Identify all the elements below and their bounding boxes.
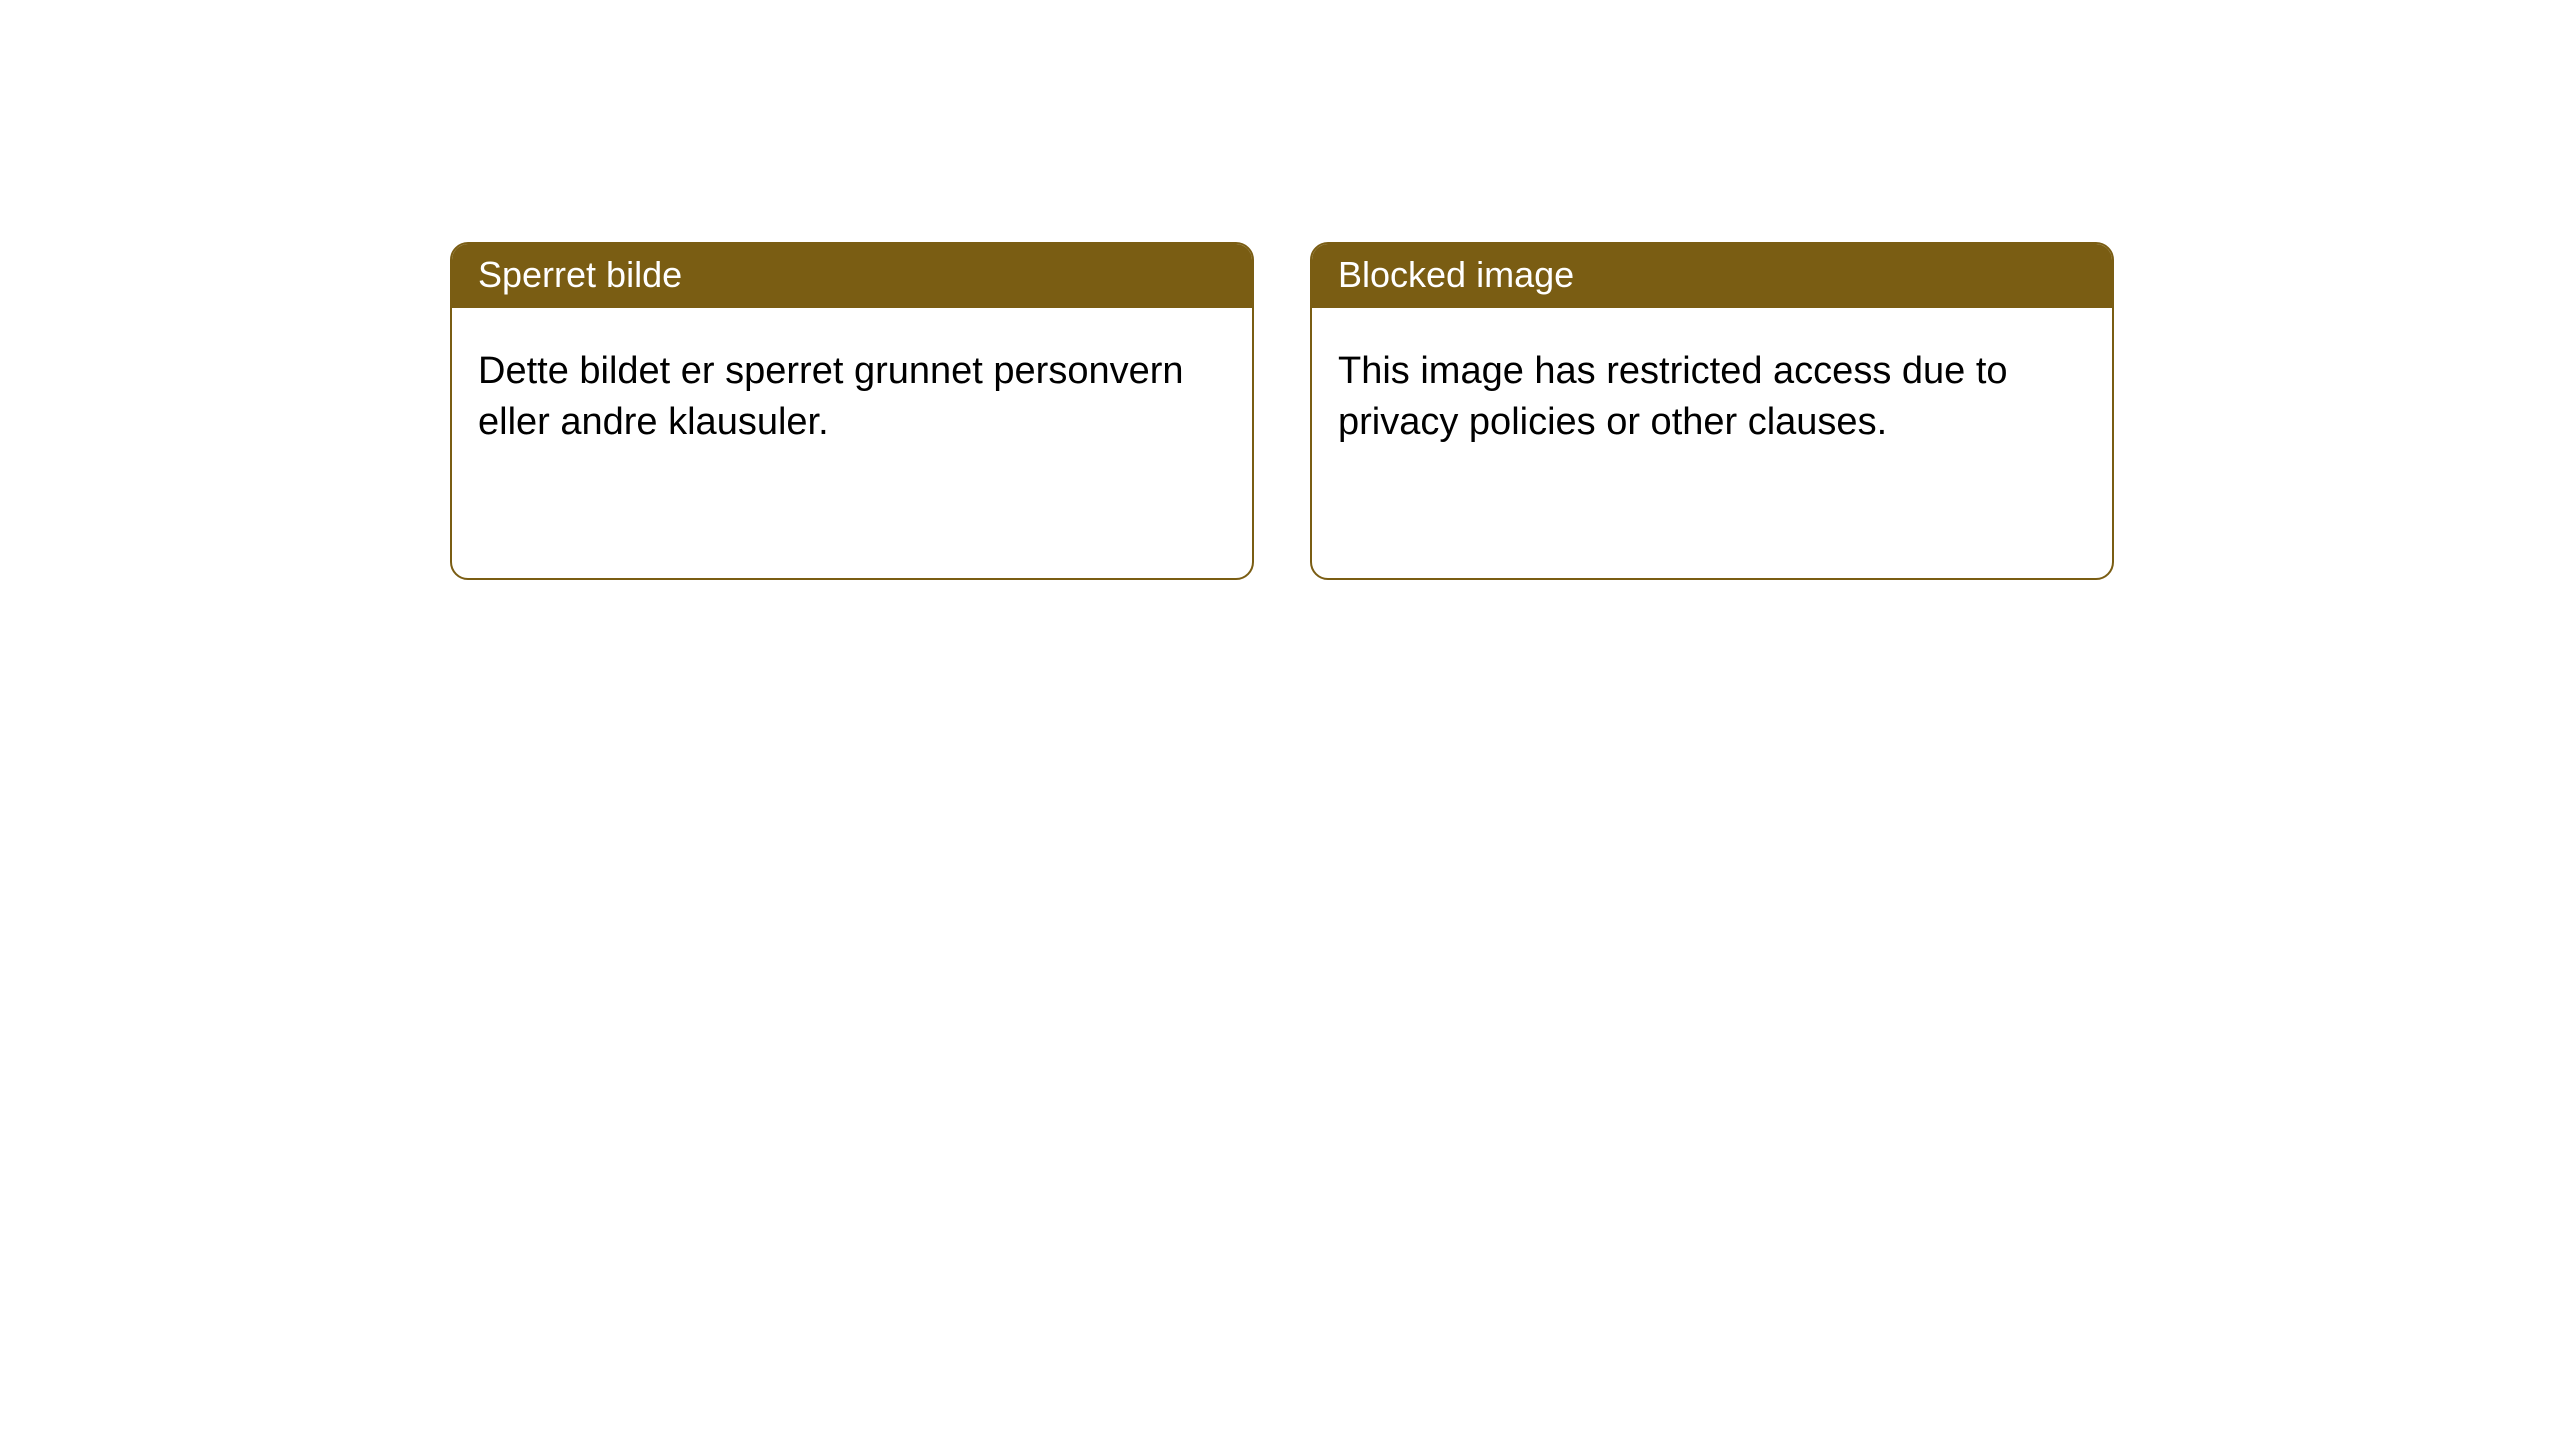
notice-container: Sperret bilde Dette bildet er sperret gr… [0,0,2560,580]
notice-header-en: Blocked image [1312,244,2112,308]
notice-card-no: Sperret bilde Dette bildet er sperret gr… [450,242,1254,580]
notice-body-en: This image has restricted access due to … [1312,308,2112,578]
notice-card-en: Blocked image This image has restricted … [1310,242,2114,580]
notice-header-no: Sperret bilde [452,244,1252,308]
notice-body-no: Dette bildet er sperret grunnet personve… [452,308,1252,578]
